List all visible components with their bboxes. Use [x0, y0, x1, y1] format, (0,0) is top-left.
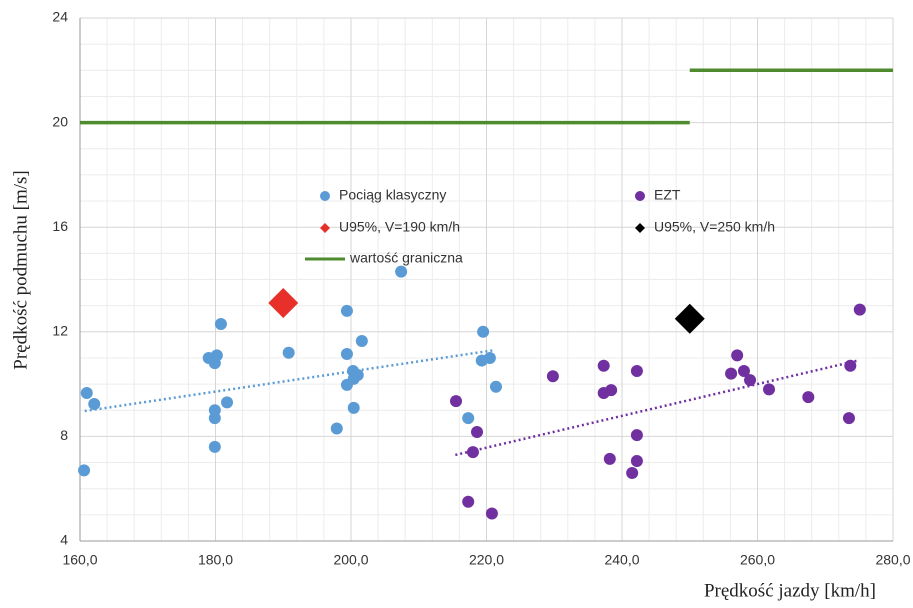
scatter-point — [546, 370, 559, 383]
scatter-point — [626, 467, 639, 480]
scatter-point — [844, 359, 857, 372]
scatter-point — [340, 378, 353, 391]
scatter-point — [214, 317, 227, 330]
scatter-point — [355, 334, 368, 347]
scatter-point — [731, 349, 744, 362]
scatter-point — [330, 422, 343, 435]
scatter-point — [395, 265, 408, 278]
x-tick-label: 260,0 — [740, 552, 775, 568]
scatter-point — [630, 365, 643, 378]
scatter-point — [210, 349, 223, 362]
x-tick-label: 160,0 — [62, 552, 97, 568]
scatter-point — [462, 412, 475, 425]
scatter-point — [630, 454, 643, 467]
legend-marker — [320, 223, 330, 233]
y-tick-label: 16 — [52, 218, 68, 234]
x-tick-label: 180,0 — [198, 552, 233, 568]
legend-marker — [635, 191, 645, 201]
scatter-point — [737, 365, 750, 378]
x-tick-label: 200,0 — [333, 552, 368, 568]
legend-label: EZT — [654, 187, 681, 203]
x-tick-label: 220,0 — [469, 552, 504, 568]
scatter-point — [450, 395, 463, 408]
legend-label: U95%, V=190 km/h — [339, 219, 460, 235]
scatter-point — [347, 401, 360, 414]
y-tick-label: 20 — [52, 113, 68, 129]
scatter-point — [725, 367, 738, 380]
y-tick-label: 4 — [60, 532, 68, 548]
legend-label: wartość graniczna — [349, 250, 463, 266]
scatter-point — [763, 383, 776, 396]
scatter-point — [603, 452, 616, 465]
scatter-point — [462, 495, 475, 508]
x-tick-label: 280,0 — [875, 552, 910, 568]
scatter-point — [630, 429, 643, 442]
trendline — [455, 359, 859, 457]
scatter-point — [78, 464, 91, 477]
scatter-point — [282, 346, 295, 359]
scatter-point — [208, 412, 221, 425]
legend-marker — [635, 223, 645, 233]
scatter-point — [88, 397, 101, 410]
scatter-point — [208, 440, 221, 453]
scatter-point — [485, 507, 498, 520]
scatter-point — [340, 304, 353, 317]
legend-label: Pociąg klasyczny — [339, 187, 446, 203]
scatter-point — [605, 384, 618, 397]
scatter-point — [744, 374, 757, 387]
legend-label: U95%, V=250 km/h — [654, 219, 775, 235]
y-tick-label: 24 — [52, 9, 68, 25]
y-tick-label: 12 — [52, 323, 68, 339]
x-axis-title: Prędkość jazdy [km/h] — [704, 580, 876, 601]
scatter-point — [802, 391, 815, 404]
scatter-point — [221, 396, 234, 409]
scatter-point — [842, 412, 855, 425]
x-tick-label: 240,0 — [604, 552, 639, 568]
diamond-point — [674, 303, 705, 334]
scatter-point — [80, 386, 93, 399]
y-tick-label: 8 — [60, 427, 68, 443]
scatter-point — [483, 351, 496, 364]
legend-marker — [320, 191, 330, 201]
scatter-point — [471, 425, 484, 438]
diamond-point — [268, 288, 299, 319]
scatter-point — [853, 303, 866, 316]
threshold-line — [80, 68, 893, 125]
scatter-point — [597, 359, 610, 372]
scatter-point — [466, 446, 479, 459]
scatter-point — [340, 348, 353, 361]
y-axis-title: Prędkość podmuchu [m/s] — [10, 170, 31, 369]
scatter-point — [489, 380, 502, 393]
trendline — [84, 348, 495, 413]
scatter-point — [477, 325, 490, 338]
